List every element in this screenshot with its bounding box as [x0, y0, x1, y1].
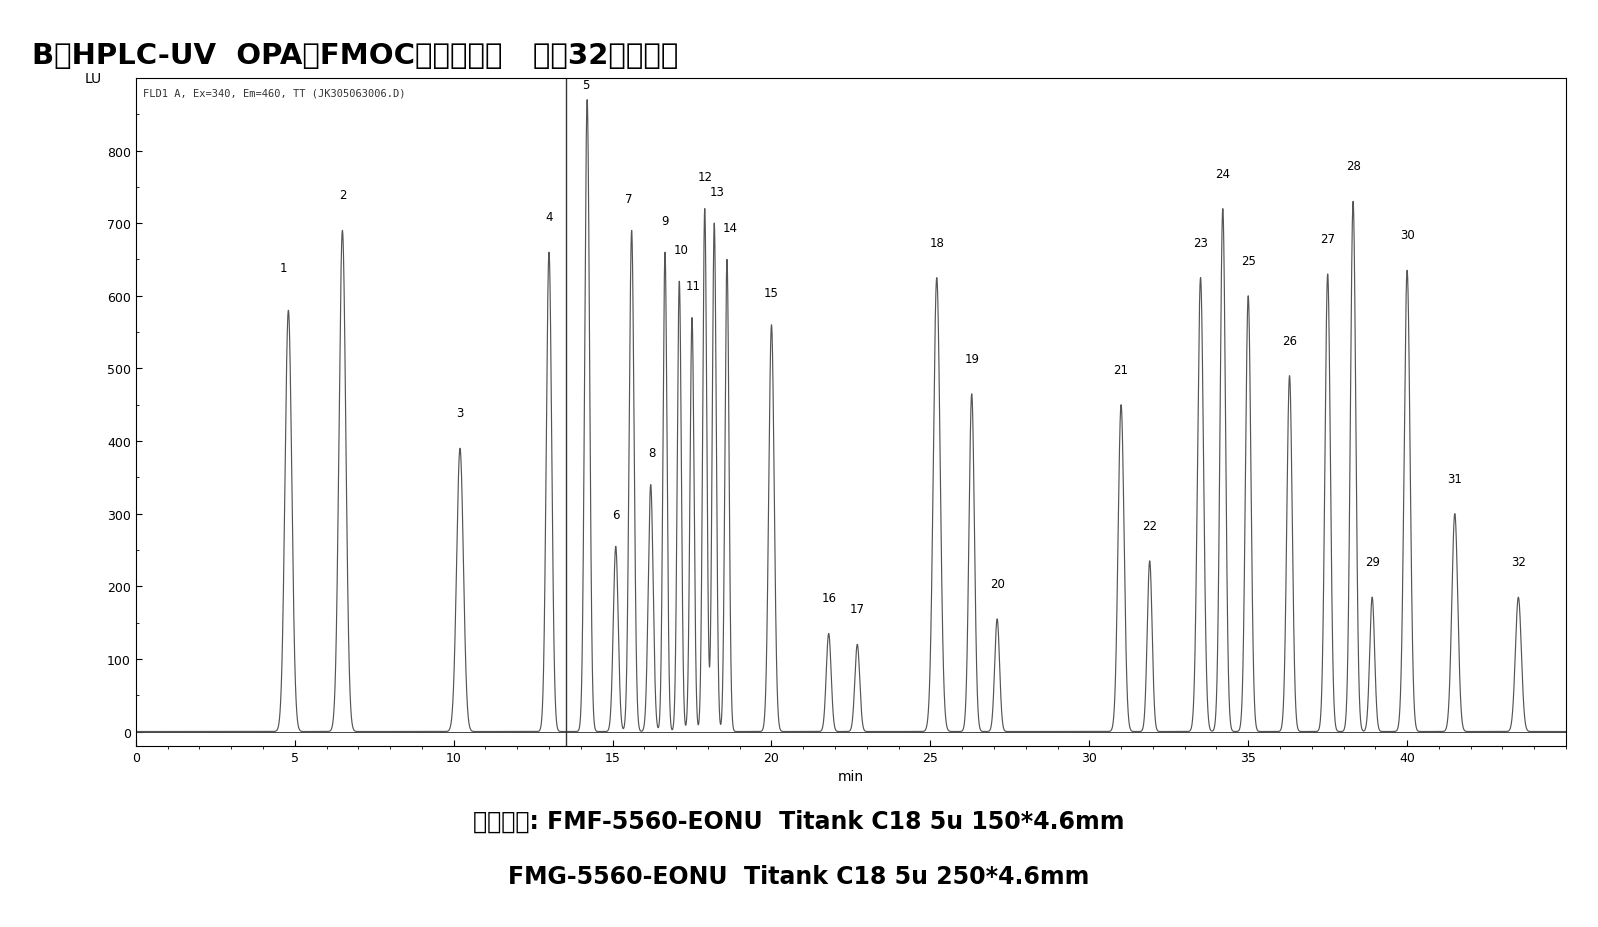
Text: B、HPLC-UV  OPA和FMOC衍生分析法   案䍣32种氨基酸: B、HPLC-UV OPA和FMOC衍生分析法 案䍣32种氨基酸 [32, 42, 678, 70]
Text: 31: 31 [1448, 472, 1462, 485]
Text: FMG-5560-EONU  Titank C18 5u 250*4.6mm: FMG-5560-EONU Titank C18 5u 250*4.6mm [508, 864, 1090, 888]
Text: 1: 1 [280, 261, 288, 274]
Text: 21: 21 [1114, 363, 1128, 376]
Text: 10: 10 [673, 244, 689, 257]
Text: 5: 5 [582, 79, 590, 92]
Text: 17: 17 [850, 603, 865, 616]
Text: 20: 20 [989, 578, 1005, 590]
Text: 9: 9 [662, 214, 668, 227]
Text: 25: 25 [1240, 254, 1256, 267]
Text: FLD1 A, Ex=340, Em=460, TT (JK305063006.D): FLD1 A, Ex=340, Em=460, TT (JK305063006.… [142, 89, 406, 99]
Text: 13: 13 [710, 185, 725, 198]
Text: 供货信息: FMF-5560-EONU  Titank C18 5u 150*4.6mm: 供货信息: FMF-5560-EONU Titank C18 5u 150*4.… [473, 808, 1125, 832]
Text: 32: 32 [1512, 555, 1526, 568]
Text: 16: 16 [821, 591, 836, 604]
Text: 18: 18 [930, 236, 944, 249]
Text: 27: 27 [1320, 233, 1336, 246]
Y-axis label: LU: LU [85, 72, 102, 86]
Text: 12: 12 [697, 171, 713, 184]
Text: 3: 3 [457, 407, 463, 420]
Text: 15: 15 [764, 287, 778, 300]
Text: 14: 14 [722, 222, 738, 235]
Text: 11: 11 [686, 280, 702, 293]
Text: 23: 23 [1194, 236, 1208, 249]
Text: 22: 22 [1143, 519, 1157, 532]
Text: 8: 8 [649, 447, 657, 460]
Text: 2: 2 [339, 189, 347, 202]
Text: 29: 29 [1365, 555, 1379, 568]
Text: 26: 26 [1282, 335, 1298, 348]
X-axis label: min: min [837, 769, 865, 783]
Text: 19: 19 [964, 352, 980, 365]
Text: 24: 24 [1216, 168, 1230, 181]
Text: 30: 30 [1400, 229, 1414, 242]
Text: 4: 4 [545, 211, 553, 224]
Text: 6: 6 [612, 508, 620, 521]
Text: 7: 7 [625, 193, 633, 206]
Text: 28: 28 [1346, 160, 1360, 173]
